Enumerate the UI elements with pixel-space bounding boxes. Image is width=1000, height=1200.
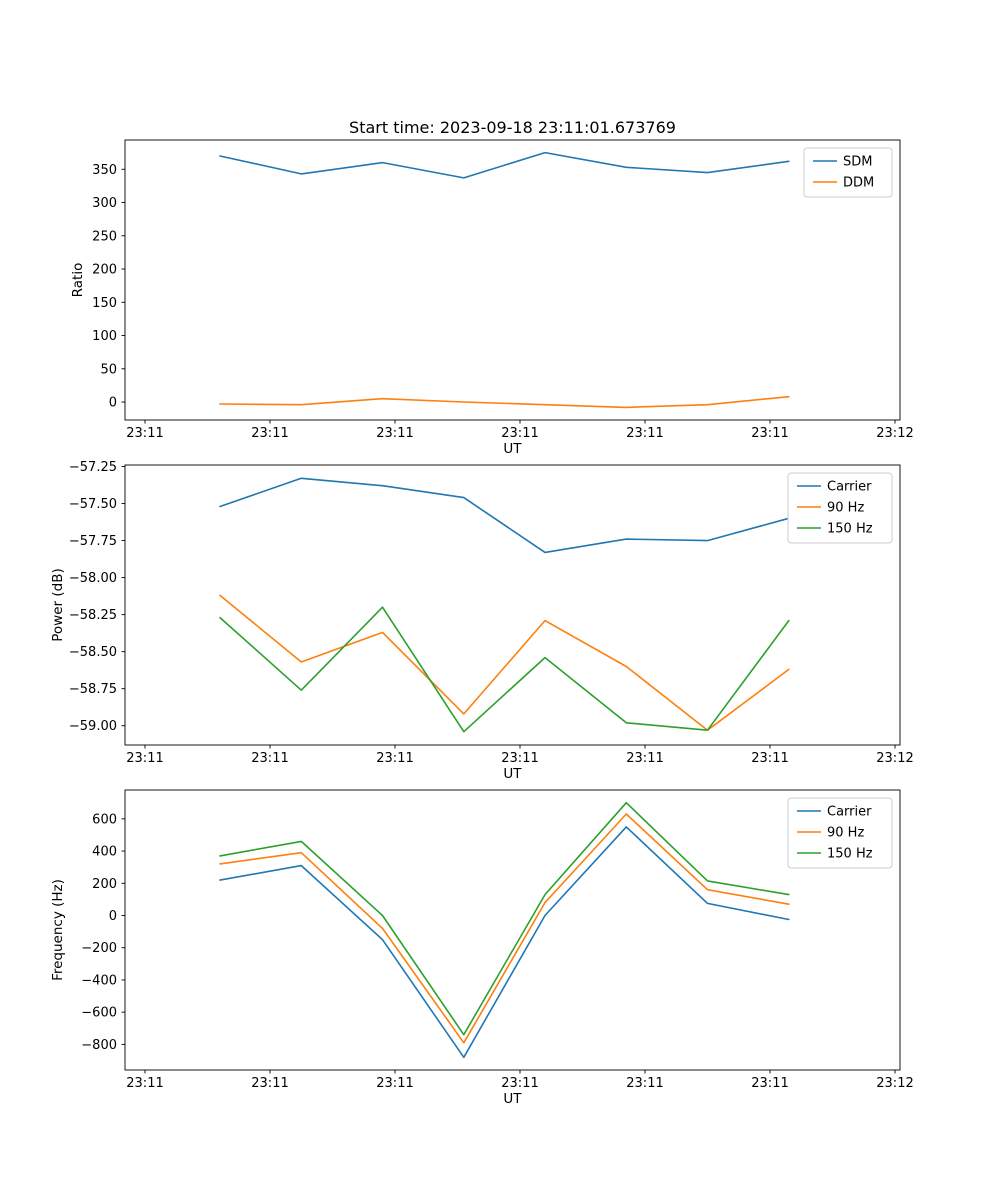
series-line-90-hz xyxy=(219,594,790,732)
x-tick-label: 23:11 xyxy=(251,751,288,766)
legend-label: Carrier xyxy=(827,805,872,820)
x-tick-label: 23:11 xyxy=(626,426,663,441)
x-tick-label: 23:11 xyxy=(376,1076,413,1091)
legend-label: DDM xyxy=(843,176,874,191)
y-tick-label: −800 xyxy=(81,1038,117,1053)
y-tick-label: 400 xyxy=(92,845,117,860)
chart-0: 23:11 23:11 23:11 23:11 23:11 23:11 23:12 0 50 10… xyxy=(92,139,914,441)
y-axis-label-power: Power (dB) xyxy=(50,568,66,642)
legend-label: 150 Hz xyxy=(827,847,873,862)
legend-label: 90 Hz xyxy=(827,501,864,516)
chart-1: 23:11 23:11 23:11 23:11 23:11 23:11 23:12 −59.0… xyxy=(69,460,914,766)
y-tick-label: −400 xyxy=(81,973,117,988)
x-tick-label: 23:11 xyxy=(751,1076,788,1091)
y-tick-label: 300 xyxy=(92,196,117,211)
y-tick-label: −59.00 xyxy=(69,719,117,734)
x-tick-label: 23:11 xyxy=(126,1076,163,1091)
x-tick-label: 23:11 xyxy=(251,426,288,441)
x-tick-label: 23:11 xyxy=(626,751,663,766)
series-line-sdm xyxy=(219,151,790,179)
y-tick-label: 50 xyxy=(100,362,117,377)
y-tick-label: 600 xyxy=(92,812,117,827)
y-axis-label-frequency: Frequency (Hz) xyxy=(50,879,66,981)
y-tick-label: −600 xyxy=(81,1006,117,1021)
x-tick-label: 23:11 xyxy=(376,751,413,766)
chart-title: Start time: 2023-09-18 23:11:01.673769 xyxy=(349,118,676,137)
y-tick-label: −58.25 xyxy=(69,608,117,623)
x-tick-label: 23:11 xyxy=(126,751,163,766)
legend-item-carrier: Carrier xyxy=(797,805,872,820)
plot-border xyxy=(124,464,901,746)
x-axis-label-ut-bottom: UT xyxy=(503,1091,522,1107)
x-tick-label: 23:11 xyxy=(501,1076,538,1091)
y-tick-label: 100 xyxy=(92,329,117,344)
legend-box xyxy=(787,797,893,869)
x-tick-label: 23:11 xyxy=(501,426,538,441)
x-tick-label: 23:11 xyxy=(376,426,413,441)
y-tick-label: −57.25 xyxy=(69,460,117,475)
x-axis-label-ut-middle: UT xyxy=(503,766,522,782)
y-tick-label: 0 xyxy=(109,396,117,411)
legend-item-90-hz: 90 Hz xyxy=(797,501,864,516)
x-tick-label: 23:12 xyxy=(876,751,913,766)
legend: Carrier 90 Hz 150 Hz xyxy=(787,472,893,544)
legend-item-carrier: Carrier xyxy=(797,480,872,495)
x-tick-label: 23:11 xyxy=(751,426,788,441)
legend-label: 90 Hz xyxy=(827,826,864,841)
x-tick-label: 23:11 xyxy=(251,1076,288,1091)
x-axis-label-ut-top: UT xyxy=(503,441,522,457)
legend-label: Carrier xyxy=(827,480,872,495)
x-tick-label: 23:11 xyxy=(626,1076,663,1091)
y-axis-label-ratio: Ratio xyxy=(70,262,86,298)
series-line-90-hz xyxy=(219,813,790,1044)
y-tick-label: −57.75 xyxy=(69,534,117,549)
x-tick-label: 23:11 xyxy=(501,751,538,766)
y-tick-label: 200 xyxy=(92,263,117,278)
plot-border xyxy=(124,789,901,1071)
y-tick-label: 150 xyxy=(92,296,117,311)
series-line-carrier xyxy=(219,477,790,554)
y-tick-label: −58.75 xyxy=(69,682,117,697)
legend-item-ddm: DDM xyxy=(813,176,874,191)
y-tick-label: 200 xyxy=(92,877,117,892)
legend: Carrier 90 Hz 150 Hz xyxy=(787,797,893,869)
legend-label: SDM xyxy=(843,155,872,170)
series-line-150-hz xyxy=(219,606,790,733)
legend-box xyxy=(787,472,893,544)
series-line-carrier xyxy=(219,826,790,1059)
y-tick-label: −58.00 xyxy=(69,571,117,586)
legend: SDM DDM xyxy=(803,147,893,198)
x-tick-label: 23:11 xyxy=(751,751,788,766)
x-tick-label: 23:11 xyxy=(126,426,163,441)
x-tick-label: 23:12 xyxy=(876,426,913,441)
y-tick-label: 350 xyxy=(92,163,117,178)
series-line-ddm xyxy=(219,395,790,409)
y-tick-label: 0 xyxy=(109,909,117,924)
plot-border xyxy=(124,139,901,421)
y-tick-label: −200 xyxy=(81,941,117,956)
legend-item-90-hz: 90 Hz xyxy=(797,826,864,841)
legend-item-sdm: SDM xyxy=(813,155,872,170)
series-line-150-hz xyxy=(219,801,790,1036)
x-tick-label: 23:12 xyxy=(876,1076,913,1091)
y-tick-label: −58.50 xyxy=(69,645,117,660)
legend-item-150-hz: 150 Hz xyxy=(797,522,873,537)
chart-2: 23:11 23:11 23:11 23:11 23:11 23:11 23:12 −800 −… xyxy=(81,789,914,1091)
y-tick-label: −57.50 xyxy=(69,497,117,512)
legend-label: 150 Hz xyxy=(827,522,873,537)
legend-item-150-hz: 150 Hz xyxy=(797,847,873,862)
y-tick-label: 250 xyxy=(92,229,117,244)
